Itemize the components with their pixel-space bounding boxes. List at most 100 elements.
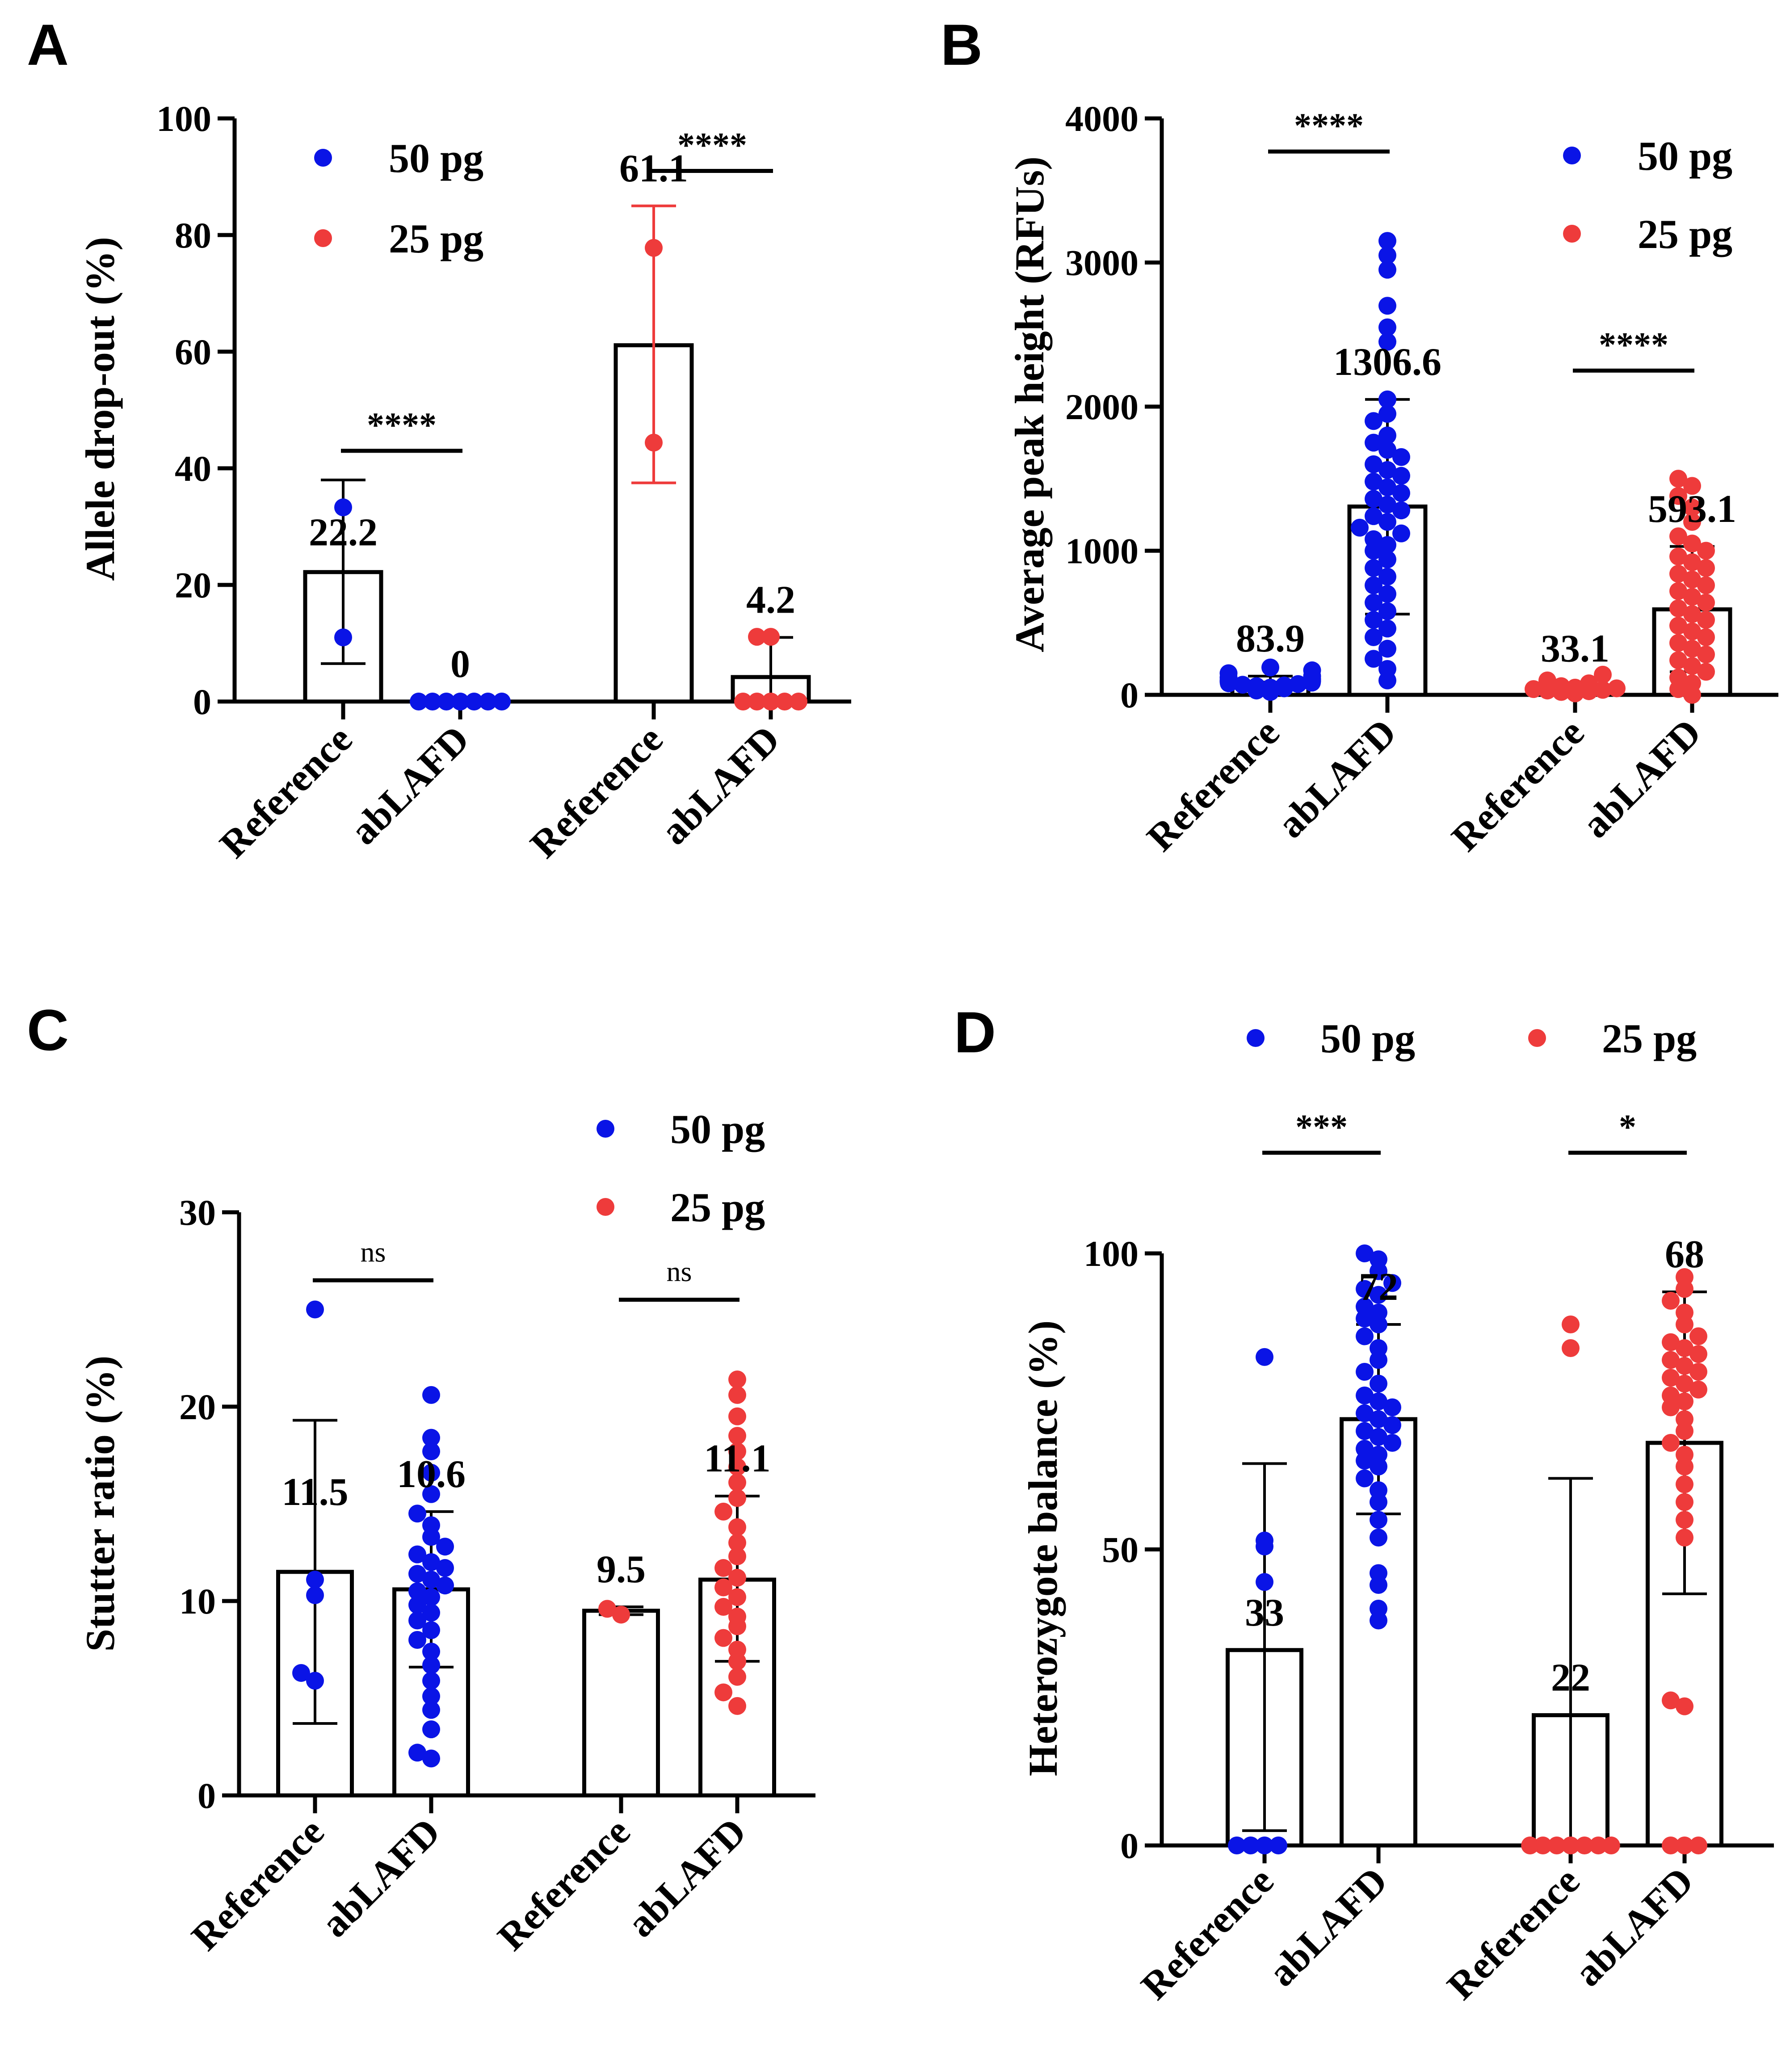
data-point	[1669, 470, 1687, 488]
data-point	[714, 1598, 732, 1616]
data-point	[1576, 1837, 1593, 1854]
data-point	[1228, 1837, 1246, 1854]
data-point	[1525, 680, 1542, 698]
category-label: Reference	[522, 718, 671, 866]
y-tick-label: 20	[175, 565, 211, 605]
category-label: abLAFD	[652, 718, 788, 853]
data-point	[1370, 1392, 1387, 1411]
data-point	[1697, 628, 1715, 646]
data-point	[1676, 1410, 1693, 1428]
legend-label-1: 25 pg	[1638, 211, 1732, 257]
data-point	[1378, 585, 1396, 603]
data-point	[1594, 665, 1612, 684]
legend-marker-1	[314, 229, 332, 247]
data-point	[1370, 1428, 1387, 1446]
legend-label-0: 50 pg	[1638, 133, 1732, 179]
legend-marker-1	[1563, 225, 1581, 243]
significance-0: ***	[1262, 1107, 1381, 1155]
data-point	[728, 1458, 746, 1476]
data-point	[1669, 668, 1687, 687]
data-point	[1365, 576, 1382, 594]
value-label: 61.1	[619, 147, 688, 190]
data-point	[1697, 611, 1715, 629]
panel-a: A 0 20 40 60 80 100 Allele drop-out (%) 22.2 Refe…	[27, 12, 851, 866]
data-point	[714, 1629, 732, 1647]
data-point	[714, 1683, 732, 1702]
data-point	[1370, 1529, 1387, 1547]
data-point	[1683, 622, 1701, 641]
value-label: 593.1	[1648, 488, 1736, 531]
data-point	[408, 1582, 426, 1601]
data-point	[1669, 565, 1687, 583]
data-point	[1365, 433, 1382, 452]
bar-group-0: 33 Reference	[1133, 1348, 1303, 2008]
data-point	[408, 1596, 426, 1614]
data-point	[1365, 507, 1382, 525]
data-point	[1356, 1387, 1374, 1404]
value-label: 9.5	[597, 1548, 646, 1591]
data-point	[776, 693, 794, 710]
data-point	[1697, 576, 1715, 594]
value-label: 11.5	[282, 1471, 348, 1514]
legend: 50 pg 25 pg	[1563, 133, 1732, 257]
data-point	[1689, 1345, 1707, 1363]
legend-label-0: 50 pg	[389, 135, 483, 181]
value-label: 22	[1551, 1656, 1590, 1700]
data-point	[1697, 645, 1715, 664]
y-axis-title: Heterozygote balance (%)	[1020, 1320, 1066, 1776]
data-point	[1370, 1564, 1387, 1582]
data-point	[1683, 498, 1701, 517]
data-point	[1676, 1268, 1693, 1286]
bar-group-2: 61.1 Reference	[522, 147, 694, 866]
data-point	[1608, 679, 1626, 698]
bar-group-2: 22 Reference	[1439, 1315, 1620, 2008]
data-point	[1370, 1481, 1387, 1499]
category-label: Reference	[1139, 711, 1288, 860]
data-point	[1662, 1434, 1680, 1452]
data-point	[1548, 1837, 1566, 1854]
data-point	[1669, 599, 1687, 618]
data-point	[1378, 246, 1396, 265]
data-point	[422, 1571, 440, 1589]
data-point	[728, 1668, 746, 1686]
data-point	[1378, 232, 1396, 250]
data-point	[422, 1656, 440, 1674]
y-tick-label: 1000	[1065, 531, 1139, 572]
value-label: 33.1	[1541, 627, 1609, 671]
data-point	[1676, 1837, 1693, 1854]
legend-label-1: 25 pg	[670, 1185, 765, 1230]
data-point	[1669, 582, 1687, 600]
data-point	[1378, 602, 1396, 620]
data-point	[1365, 490, 1382, 508]
significance-label: ns	[361, 1236, 386, 1268]
panel-d: D 0 50 100 Heterozygote balance (%) 33 Referen…	[954, 1000, 1774, 2008]
y-tick-label: 30	[179, 1192, 216, 1233]
data-point	[1676, 1339, 1693, 1357]
data-point	[408, 1631, 426, 1649]
data-point	[1669, 547, 1687, 566]
data-point	[479, 693, 497, 710]
category-label: abLAFD	[342, 718, 478, 853]
category-label: Reference	[490, 1810, 639, 1959]
data-point	[1683, 477, 1701, 495]
data-point	[1676, 1392, 1693, 1411]
data-point	[762, 628, 780, 646]
data-point	[422, 1386, 440, 1404]
category-label: Reference	[1133, 1859, 1282, 2008]
data-point	[410, 693, 428, 710]
data-point	[422, 1749, 440, 1768]
data-point	[1275, 677, 1293, 695]
data-point	[408, 1744, 426, 1762]
y-tick-label: 4000	[1065, 98, 1139, 139]
bar-group-1: 1306.6 abLAFD	[1269, 232, 1441, 846]
category-label: abLAFD	[313, 1810, 449, 1946]
data-point	[1365, 455, 1382, 473]
data-point	[1392, 484, 1410, 502]
data-point	[1378, 461, 1396, 479]
data-point	[422, 1588, 440, 1606]
data-point	[292, 1664, 310, 1682]
data-point	[1256, 1573, 1273, 1591]
legend-label-1: 25 pg	[389, 216, 483, 261]
data-point	[408, 1565, 426, 1583]
data-point	[1392, 524, 1410, 542]
